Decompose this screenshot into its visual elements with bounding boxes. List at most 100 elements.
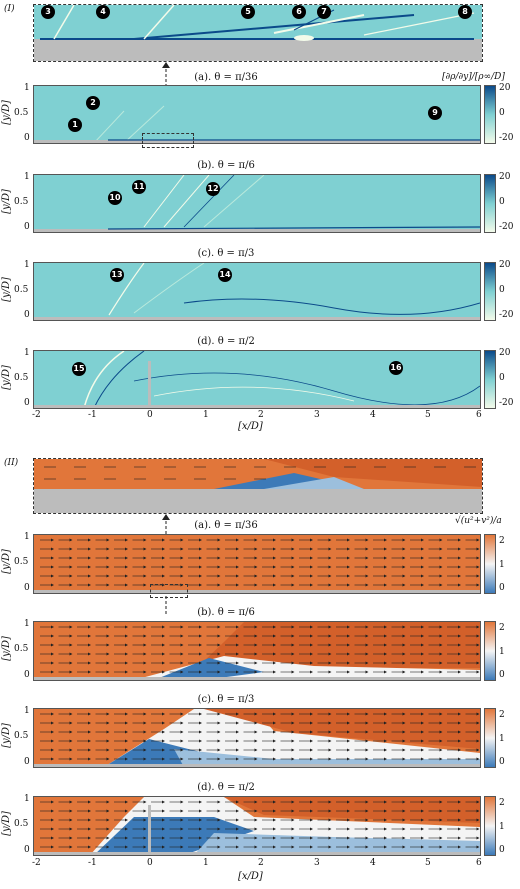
velocity-arrowhead <box>347 739 350 743</box>
cbar2a-tick-0: 0 <box>499 583 505 593</box>
velocity-arrowhead <box>365 547 369 551</box>
velocity-arrowhead <box>347 547 350 551</box>
velocity-arrowhead <box>384 827 387 831</box>
velocity-arrowhead <box>421 730 424 734</box>
velocity-arrowhead <box>125 836 128 840</box>
mach-panel-a <box>33 534 481 594</box>
velocity-arrowhead <box>180 634 184 638</box>
velocity-arrowhead <box>384 836 387 840</box>
velocity-arrowhead <box>162 800 165 804</box>
velocity-arrowhead <box>291 845 295 849</box>
velocity-arrowhead <box>476 574 480 578</box>
velocity-arrowhead <box>402 652 406 656</box>
velocity-arrowhead <box>125 661 128 665</box>
velocity-arrowhead <box>476 565 480 569</box>
y1b-tick-1: 1 <box>24 172 30 182</box>
velocity-arrowhead <box>236 818 239 822</box>
velocity-arrowhead <box>254 634 258 638</box>
velocity-arrowhead <box>162 634 165 638</box>
velocity-arrowhead <box>254 836 258 840</box>
velocity-arrowhead <box>199 748 202 752</box>
velocity-arrowhead <box>217 730 221 734</box>
velocity-arrowhead <box>199 757 202 761</box>
velocity-arrowhead <box>439 565 443 569</box>
velocity-arrowhead <box>236 721 239 725</box>
velocity-arrowhead <box>143 800 147 804</box>
velocity-arrowhead <box>106 809 110 813</box>
y-axis-label-1d: [y/D] <box>0 365 12 390</box>
velocity-arrowhead <box>254 652 258 656</box>
velocity-arrowhead <box>217 809 221 813</box>
x1-tick-6: 6 <box>476 410 482 420</box>
velocity-arrowhead <box>365 757 369 761</box>
velocity-arrowhead <box>106 634 110 638</box>
velocity-arrowhead <box>125 845 128 849</box>
velocity-arrowhead <box>347 538 350 542</box>
velocity-arrowhead <box>88 800 91 804</box>
velocity-arrowhead <box>347 712 350 716</box>
velocity-arrowhead <box>347 827 350 831</box>
velocity-arrowhead <box>125 565 128 569</box>
velocity-arrowhead <box>291 634 295 638</box>
velocity-arrowhead <box>51 748 54 752</box>
velocity-arrowhead <box>106 721 110 725</box>
velocity-arrowhead <box>180 547 184 551</box>
velocity-arrowhead <box>384 809 387 813</box>
velocity-arrowhead <box>328 556 332 560</box>
velocity-arrowhead <box>162 643 165 647</box>
velocity-arrowhead <box>402 845 406 849</box>
velocity-arrowhead <box>458 757 461 761</box>
velocity-arrowhead <box>199 670 202 674</box>
velocity-arrowhead <box>402 800 406 804</box>
velocity-arrowhead <box>384 643 387 647</box>
velocity-arrowhead <box>365 583 369 587</box>
mach-panel-c <box>33 708 481 768</box>
velocity-arrowhead <box>162 827 165 831</box>
velocity-arrowhead <box>143 625 147 629</box>
velocity-arrowhead <box>421 739 424 743</box>
x2-tick-m2: -2 <box>32 858 41 868</box>
y2c-tick-05: 0.5 <box>14 731 29 741</box>
y2b-tick-05: 0.5 <box>14 644 29 654</box>
velocity-arrowhead <box>180 800 184 804</box>
velocity-arrowhead <box>439 538 443 542</box>
x2-tick-m1: -1 <box>88 858 97 868</box>
zoom-inset-1: 3 4 5 6 7 8 <box>33 4 483 62</box>
velocity-arrowhead <box>69 625 73 629</box>
velocity-arrowhead <box>384 661 387 665</box>
velocity-arrowhead <box>106 757 110 761</box>
velocity-arrowhead <box>476 556 480 560</box>
velocity-arrowhead <box>384 547 387 551</box>
velocity-arrowhead <box>328 583 332 587</box>
velocity-arrowhead <box>69 818 73 822</box>
velocity-arrowhead <box>291 800 295 804</box>
velocity-arrowhead <box>384 712 387 716</box>
velocity-arrowhead <box>106 574 110 578</box>
velocity-arrowhead <box>162 712 165 716</box>
velocity-arrowhead <box>291 712 295 716</box>
velocity-arrowhead <box>365 809 369 813</box>
velocity-arrowhead <box>402 730 406 734</box>
velocity-arrowhead <box>254 643 258 647</box>
velocity-arrowhead <box>458 583 461 587</box>
panel-title-2a: (a). θ = π/36 <box>194 520 258 531</box>
velocity-arrowhead <box>291 661 295 665</box>
velocity-arrowhead <box>106 845 110 849</box>
y2a-tick-0: 0 <box>24 583 30 593</box>
velocity-arrowhead <box>328 574 332 578</box>
velocity-arrowhead <box>69 827 73 831</box>
velocity-arrowhead <box>291 818 295 822</box>
y1d-tick-0: 0 <box>24 398 30 408</box>
callout-14: 14 <box>218 268 232 282</box>
velocity-arrowhead <box>439 634 443 638</box>
velocity-arrowhead <box>291 730 295 734</box>
zoom2-arrows <box>44 466 476 480</box>
velocity-arrowhead <box>162 845 165 849</box>
velocity-arrowhead <box>402 670 406 674</box>
velocity-arrowhead <box>217 634 221 638</box>
velocity-arrowhead <box>365 818 369 822</box>
velocity-arrowhead <box>217 757 221 761</box>
velocity-arrowhead <box>51 845 54 849</box>
velocity-arrowhead <box>217 565 221 569</box>
velocity-arrowhead <box>217 739 221 743</box>
